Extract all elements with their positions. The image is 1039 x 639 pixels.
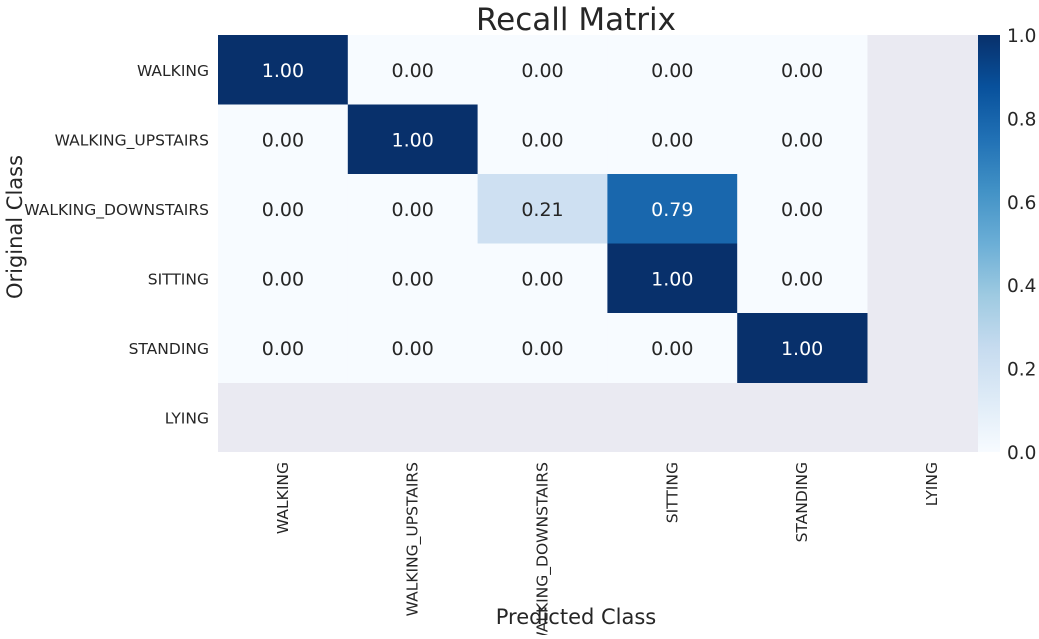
cell-value-label: 0.00 (262, 129, 304, 151)
cell-value-label: 0.00 (781, 60, 823, 82)
chart-title: Recall Matrix (476, 2, 676, 38)
heatmap-cell (737, 174, 868, 244)
x-tick-label: WALKING (274, 462, 292, 534)
cell-value-label: 0.00 (262, 338, 304, 360)
heatmap-cell (607, 243, 738, 314)
heatmap-cell (347, 104, 479, 175)
colorbar-tick-label: 0.8 (1007, 109, 1036, 130)
heatmap-cell (607, 313, 738, 383)
heatmap-cell (737, 243, 868, 314)
heatmap-cell (218, 243, 349, 314)
cell-value-label: 0.00 (651, 60, 693, 82)
cell-value-label: 0.00 (262, 199, 304, 221)
colorbar-tick-label: 0.0 (1007, 443, 1036, 464)
heatmap-cell (347, 174, 479, 244)
heatmap-cell (218, 174, 349, 244)
y-tick-label: LYING (165, 409, 209, 427)
cell-value-label: 0.00 (781, 268, 823, 290)
colorbar: 0.0 0.2 0.4 0.6 0.8 1.0 (978, 26, 1036, 464)
cell-value-label: 0.00 (521, 60, 563, 82)
colorbar-tick-label: 1.0 (1007, 26, 1036, 47)
cell-value-label: 0.00 (651, 129, 693, 151)
heatmap-cell (607, 174, 738, 244)
y-tick-labels: WALKING WALKING_UPSTAIRS WALKING_DOWNSTAIR… (24, 62, 209, 428)
cell-value-label: 1.00 (392, 129, 434, 151)
heatmap-cell (477, 174, 608, 244)
heatmap-cell (607, 104, 738, 175)
cell-value-label: 0.00 (521, 338, 563, 360)
cell-value-label: 0.00 (521, 268, 563, 290)
x-tick-label: STANDING (793, 462, 811, 542)
y-tick-label: STANDING (129, 340, 209, 358)
cell-value-label: 0.00 (651, 338, 693, 360)
cell-value-label: 0.00 (262, 268, 304, 290)
cell-value-label: 0.00 (781, 129, 823, 151)
colorbar-gradient (978, 35, 1000, 452)
heatmap-cell (477, 313, 608, 383)
colorbar-tick-label: 0.6 (1007, 193, 1036, 214)
heatmap-cell (477, 104, 608, 175)
cell-value-label: 0.00 (392, 268, 434, 290)
cell-value-label: 1.00 (262, 60, 304, 82)
heatmap-cell (347, 243, 479, 314)
x-tick-label: SITTING (663, 462, 681, 523)
cell-value-label: 0.79 (651, 199, 693, 221)
heatmap-cell (218, 104, 349, 175)
cell-value-label: 0.00 (781, 199, 823, 221)
y-tick-label: WALKING_UPSTAIRS (55, 131, 209, 150)
cell-value-label: 1.00 (781, 338, 823, 360)
x-tick-label: WALKING_UPSTAIRS (404, 462, 423, 616)
cell-value-label: 1.00 (651, 268, 693, 290)
x-tick-label: WALKING_DOWNSTAIRS (534, 462, 553, 635)
cell-value-label: 0.00 (521, 129, 563, 151)
cell-value-label: 0.00 (392, 338, 434, 360)
cell-value-label: 0.00 (392, 60, 434, 82)
heatmap-cell (607, 35, 738, 105)
heatmap-cells: 1.00 0.00 0.00 0.00 0.00 0.00 1.00 0.00 0.00 0.00… (218, 35, 997, 452)
heatmap-cell (347, 313, 479, 383)
x-axis-label: Predicted Class (496, 605, 657, 629)
heatmap-cell (218, 313, 349, 383)
heatmap-cell (347, 35, 479, 105)
y-axis-label: Original Class (3, 155, 27, 299)
x-tick-labels: WALKING WALKING_UPSTAIRS WALKING_DOWNSTAIR… (274, 462, 941, 639)
heatmap-cell (218, 35, 349, 105)
heatmap-cell (477, 243, 608, 314)
y-tick-label: WALKING (137, 62, 209, 80)
colorbar-tick-label: 0.2 (1007, 360, 1036, 381)
heatmap-cell (477, 35, 608, 105)
colorbar-tick-label: 0.4 (1007, 276, 1036, 297)
heatmap-cell (737, 313, 868, 383)
heatmap-cell (737, 35, 868, 105)
cell-value-label: 0.21 (521, 199, 563, 221)
y-tick-label: WALKING_DOWNSTAIRS (24, 201, 209, 220)
cell-value-label: 0.00 (392, 199, 434, 221)
x-tick-label: LYING (923, 462, 941, 506)
heatmap-cell (737, 104, 868, 175)
y-tick-label: SITTING (148, 270, 209, 288)
